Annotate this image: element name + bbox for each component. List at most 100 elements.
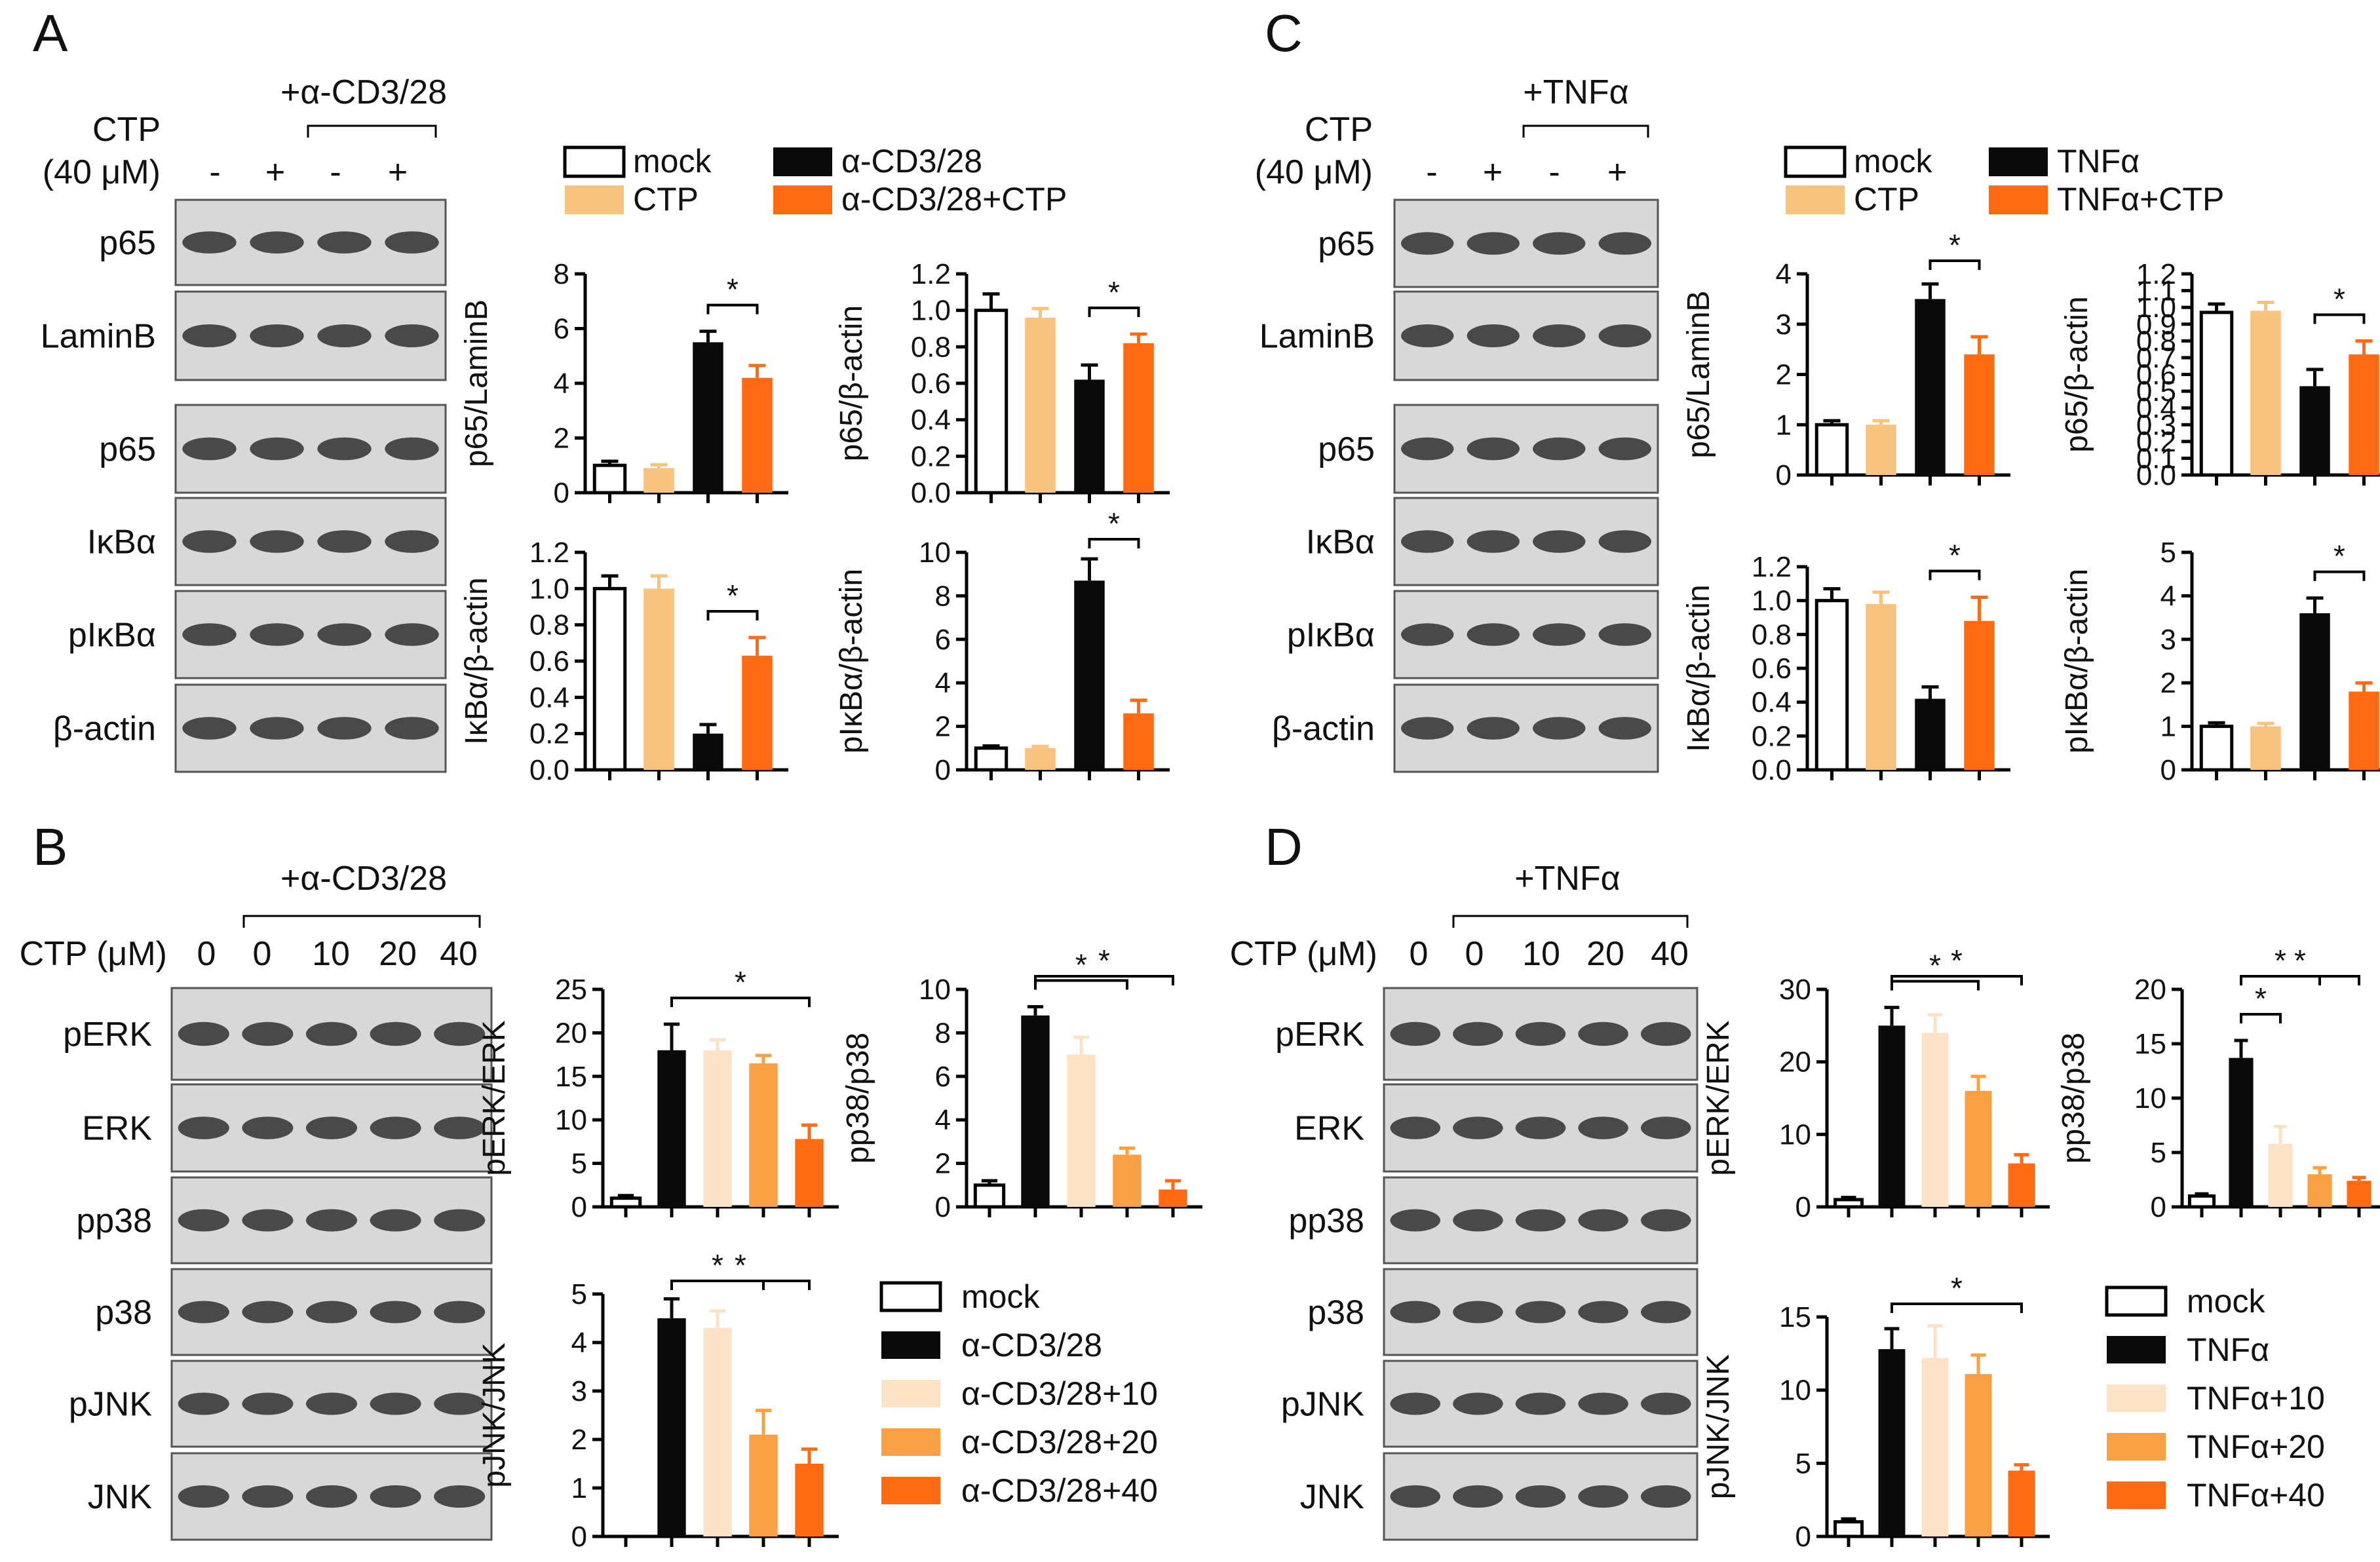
- legend-label: CTP: [1854, 181, 1919, 218]
- blot-band: [242, 1392, 294, 1415]
- header-D: D +TNFα CTP (μM) 0 0 10 20 40: [1230, 818, 1689, 973]
- y-tick-label: 0.0: [2136, 459, 2176, 491]
- significance-star: *: [1108, 275, 1120, 309]
- blots-C: p65 LaminB p65 IκBα pIκBα β-actin: [1259, 199, 1659, 773]
- y-tick-label: 5: [1795, 1447, 1811, 1479]
- blot-band: [242, 1301, 294, 1324]
- y-tick-label: 0: [1795, 1191, 1811, 1223]
- significance-bracket: [1034, 975, 1174, 985]
- legend-label: α-CD3/28+10: [961, 1375, 1158, 1412]
- y-tick-label: 1.2: [529, 537, 569, 569]
- legend-swatch: [2107, 1481, 2166, 1509]
- y-tick-label: 1.2: [1752, 551, 1792, 583]
- blot-label: LaminB: [1259, 318, 1375, 356]
- chart-B3: 0 1 2 3 4 5 pJNK/JNK * *: [477, 1248, 839, 1553]
- y-tick-label: 1.0: [1752, 585, 1792, 617]
- y-axis-label: pERK/ERK: [1701, 1020, 1736, 1175]
- legend-swatch: [773, 185, 832, 214]
- significance-bracket: [1891, 975, 2023, 985]
- chart-D1: 0 10 20 30 pERK/ERK * *: [1701, 943, 2050, 1223]
- blot-band: [1578, 1392, 1628, 1415]
- lane-sign: -: [1426, 153, 1437, 191]
- blot-band: [385, 324, 439, 348]
- significance-bracket: [1088, 306, 1140, 317]
- blot-band: [242, 1116, 294, 1139]
- blot-band: [1467, 437, 1520, 461]
- y-tick-label: 0: [571, 1191, 587, 1223]
- blot-band: [1515, 1116, 1566, 1139]
- blot-band: [1453, 1485, 1503, 1508]
- bar: [2299, 613, 2330, 770]
- blots-A: p65 LaminB p65 IκBα pIκBα β-actin: [41, 199, 447, 773]
- y-axis-label: p65/β-actin: [2060, 296, 2094, 452]
- lane-dose: 0: [197, 935, 216, 973]
- significance-star: *: [712, 1248, 723, 1282]
- y-tick-label: 4: [935, 667, 951, 699]
- blot-band: [1467, 717, 1520, 740]
- significance-bracket: [706, 303, 759, 314]
- blot-band: [1640, 1485, 1691, 1508]
- chart-A1: 0 2 4 6 8 p65/LaminB *: [459, 258, 788, 509]
- y-tick-label: 2: [935, 1148, 951, 1180]
- blot-band: [1515, 1301, 1566, 1324]
- y-tick-label: 0.4: [2136, 392, 2176, 425]
- y-tick-label: 10: [1779, 1118, 1811, 1151]
- blot-band: [242, 1209, 294, 1232]
- significance-bracket: [2313, 313, 2366, 324]
- ctp-label: CTP (μM): [1230, 935, 1377, 973]
- blot-band: [1598, 623, 1651, 646]
- blot-band: [317, 623, 372, 646]
- blot-band: [434, 1116, 486, 1139]
- y-tick-label: 4: [1776, 258, 1792, 290]
- y-tick-label: 0: [1795, 1521, 1811, 1553]
- bar: [749, 1434, 778, 1536]
- bar: [2299, 386, 2330, 475]
- blot-band: [182, 717, 237, 740]
- blot-label: JNK: [1300, 1478, 1365, 1516]
- blot-band: [385, 231, 439, 254]
- blot-band: [1598, 232, 1651, 255]
- blot-band: [250, 530, 304, 553]
- blot-label: ERK: [1294, 1110, 1364, 1148]
- y-tick-label: 0.0: [911, 477, 951, 509]
- blot-band: [305, 1392, 358, 1415]
- bar: [693, 342, 723, 493]
- chart-B2: 0 2 4 6 8 10 pp38/p38 * *: [841, 943, 1202, 1223]
- significance-star: *: [2333, 282, 2345, 316]
- bar: [1964, 354, 1995, 475]
- blot-band: [370, 1301, 421, 1324]
- y-tick-label: 0.9: [2136, 309, 2176, 341]
- y-tick-label: 4: [935, 1104, 951, 1136]
- y-tick-label: 0.4: [529, 681, 569, 714]
- blot-band: [1640, 1301, 1691, 1324]
- lane-sign: -: [209, 153, 220, 191]
- blot-band: [1598, 324, 1651, 348]
- y-tick-label: 0: [935, 1191, 951, 1223]
- panel-letter: C: [1265, 4, 1303, 62]
- legend-swatch: [881, 1428, 940, 1456]
- blot-band: [1390, 1301, 1441, 1324]
- significance-bracket: [1929, 569, 1981, 581]
- y-tick-label: 25: [555, 974, 587, 1006]
- bar: [2349, 691, 2379, 770]
- panel-letter: B: [33, 818, 67, 876]
- y-axis-label: pJNK/JNK: [1701, 1354, 1736, 1499]
- significance-star: *: [1951, 1271, 1963, 1305]
- significance-star: *: [727, 579, 739, 613]
- y-tick-label: 8: [554, 258, 569, 290]
- blot-label: β-actin: [1272, 710, 1375, 748]
- treatment-label: +TNFα: [1523, 73, 1629, 111]
- y-tick-label: 0.2: [2136, 426, 2176, 458]
- blot-band: [1533, 437, 1586, 461]
- y-tick-label: 6: [935, 624, 951, 656]
- significance-star: *: [735, 965, 746, 999]
- header-B: B +α-CD3/28 CTP (μM) 0 0 10 20 40: [20, 818, 481, 973]
- blot-band: [1533, 324, 1586, 348]
- bar: [1964, 620, 1995, 770]
- bar: [1833, 1198, 1864, 1209]
- legend-D: mock TNFα TNFα+10 TNFα+20 TNFα+40: [2105, 1283, 2325, 1514]
- y-tick-label: 10: [2134, 1082, 2166, 1114]
- blot-band: [1533, 530, 1586, 553]
